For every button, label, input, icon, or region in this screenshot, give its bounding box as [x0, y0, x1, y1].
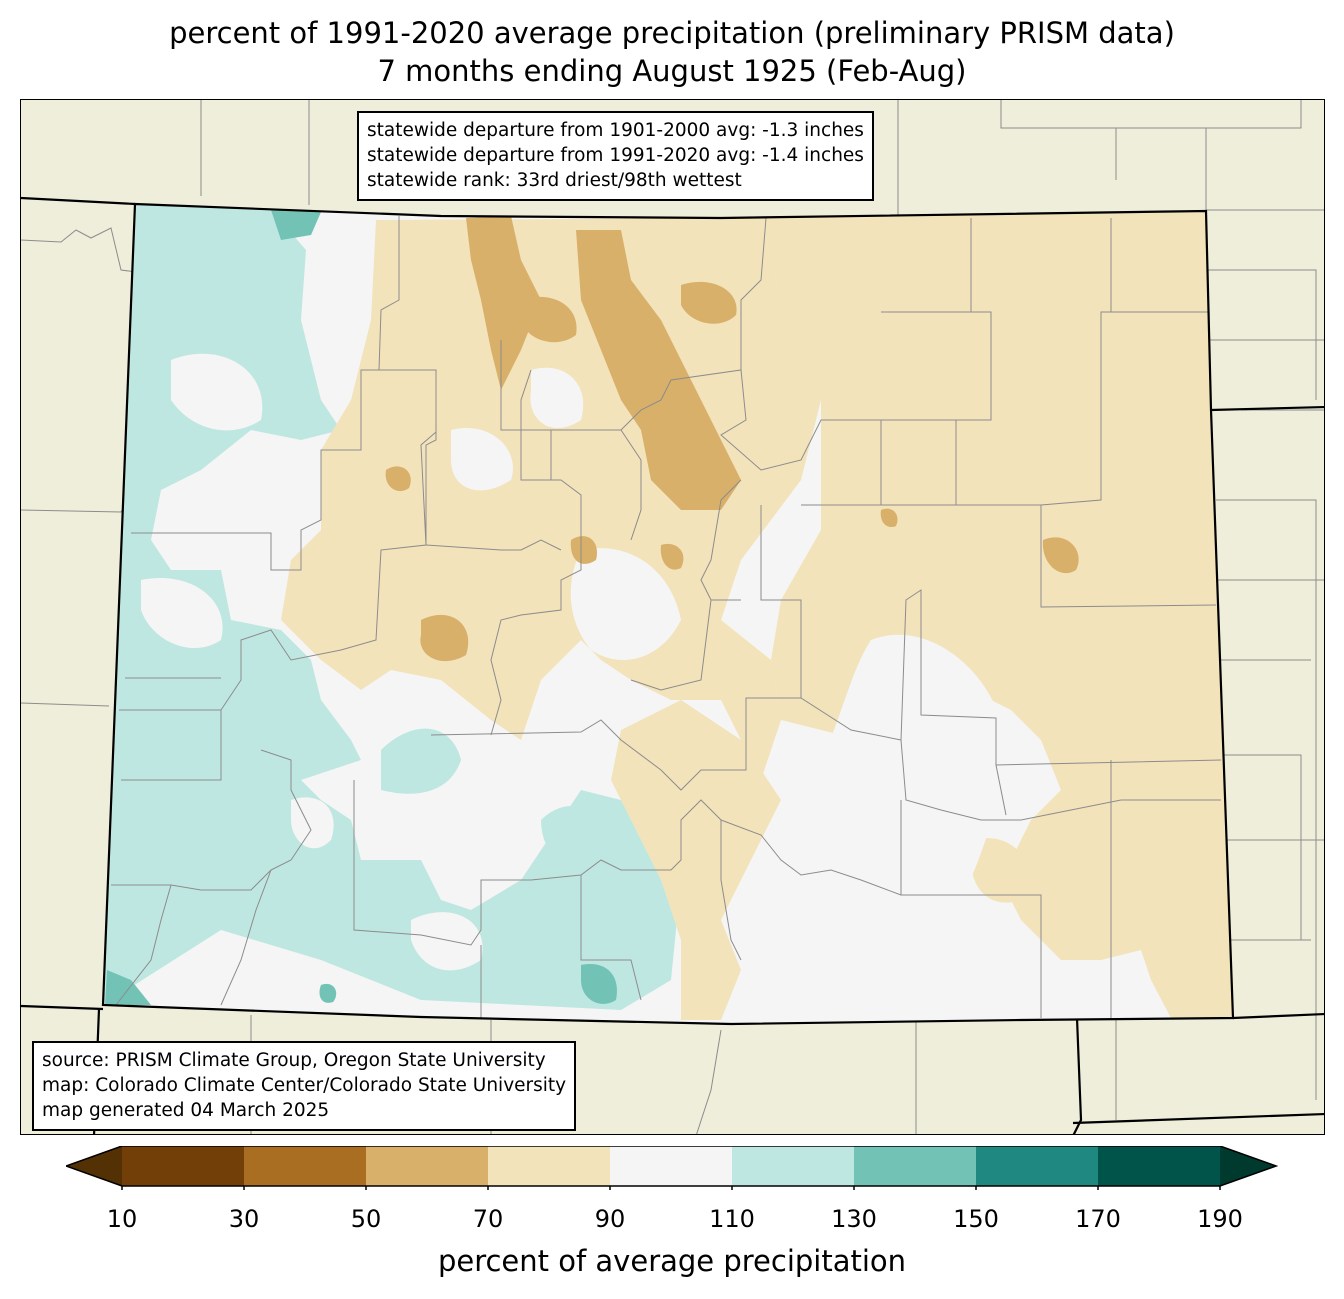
band-70-90-east — [761, 211, 1233, 1018]
colorbar-tick-label: 190 — [1197, 1205, 1243, 1233]
band-70-90-spot — [971, 838, 1028, 903]
colorbar-tick-label: 30 — [228, 1205, 260, 1233]
colorbar-segment-150-170 — [976, 1146, 1099, 1186]
colorbar-segment-30-50 — [244, 1146, 367, 1186]
band-50-70-spot-3 — [660, 543, 684, 570]
colorbar-segment-130-150 — [854, 1146, 977, 1186]
band-50-70-spot-4 — [880, 508, 898, 528]
colorbar-extend-high — [1220, 1146, 1276, 1186]
band-50-70-spot-west — [385, 466, 411, 492]
colorado-boundary — [101, 202, 1235, 1026]
band-90-110-north-island-2 — [530, 367, 584, 429]
band-90-110-island-4 — [291, 797, 334, 849]
stat-departure-1991-2020: statewide departure from 1991-2020 avg: … — [367, 145, 864, 166]
colorbar-tick-label: 130 — [831, 1205, 877, 1233]
band-90-110-island-3 — [411, 912, 483, 971]
colorbar-label: percent of average precipitation — [437, 1244, 907, 1278]
colorbar-segment-110-130 — [732, 1146, 855, 1186]
band-50-70-spot-north — [521, 296, 577, 343]
colorbar-tick-label: 170 — [1075, 1205, 1121, 1233]
map-title-line-1: percent of 1991-2020 average precipitati… — [169, 16, 1175, 50]
stat-departure-1901-2000: statewide departure from 1901-2000 avg: … — [367, 120, 864, 141]
band-50-70-park-range — [466, 216, 541, 390]
band-70-90-south-central — [611, 700, 781, 1020]
colorbar-segment-70-90 — [488, 1146, 611, 1186]
band-130-150-southwest — [105, 970, 151, 1005]
colorbar-tick-label: 70 — [472, 1205, 504, 1233]
colorbar-segment-90-110 — [610, 1146, 733, 1186]
band-50-70-spot-central — [420, 614, 469, 662]
band-50-70-spot-northeast — [681, 281, 737, 324]
map-credit-line: map: Colorado Climate Center/Colorado St… — [42, 1075, 567, 1096]
band-90-110-central — [570, 548, 681, 660]
colorbar-extend-low — [66, 1146, 122, 1186]
source-line: source: PRISM Climate Group, Oregon Stat… — [42, 1050, 546, 1071]
colorbar-tick-marks — [121, 1186, 1221, 1190]
colorbar-tick-label: 150 — [953, 1205, 999, 1233]
source-box: source: PRISM Climate Group, Oregon Stat… — [32, 1041, 577, 1131]
band-110-130-spot — [381, 728, 461, 794]
colorbar-segment-10-30 — [122, 1146, 245, 1186]
precipitation-map: statewide departure from 1901-2000 avg: … — [20, 99, 1325, 1135]
band-50-70-spot-5 — [570, 536, 597, 564]
precipitation-shading — [103, 204, 1233, 1020]
colorbar-segment-50-70 — [366, 1146, 489, 1186]
band-90-110-north-island — [451, 428, 513, 491]
band-90-110-east — [791, 634, 1003, 930]
colorbar-tick-label: 90 — [594, 1205, 626, 1233]
band-70-90-central — [281, 218, 821, 780]
neighbor-county-lines — [21, 100, 1324, 1134]
band-130-150-north — [271, 210, 321, 240]
map-canvas — [21, 100, 1324, 1134]
colorbar-tick-label: 10 — [106, 1205, 138, 1233]
band-50-70-spot-east — [1042, 537, 1079, 574]
colorado-county-lines — [111, 216, 1222, 1018]
band-90-110-island-2 — [141, 578, 223, 649]
band-110-130-spot-2 — [541, 806, 601, 863]
colorbar — [66, 1146, 1278, 1190]
band-130-150-spot — [319, 983, 337, 1003]
colorbar-segment-170-190 — [1098, 1146, 1221, 1186]
band-130-150-south — [581, 964, 617, 1004]
colorbar-tick-label: 50 — [350, 1205, 382, 1233]
band-90-110-island — [171, 353, 263, 431]
map-title-line-2: 7 months ending August 1925 (Feb-Aug) — [377, 54, 967, 88]
band-50-70-front-range — [576, 230, 741, 510]
generated-date-line: map generated 04 March 2025 — [42, 1100, 330, 1121]
colorbar-tick-label: 110 — [709, 1205, 755, 1233]
stat-rank: statewide rank: 33rd driest/98th wettest — [367, 170, 742, 191]
statewide-stats-box: statewide departure from 1901-2000 avg: … — [357, 111, 874, 201]
